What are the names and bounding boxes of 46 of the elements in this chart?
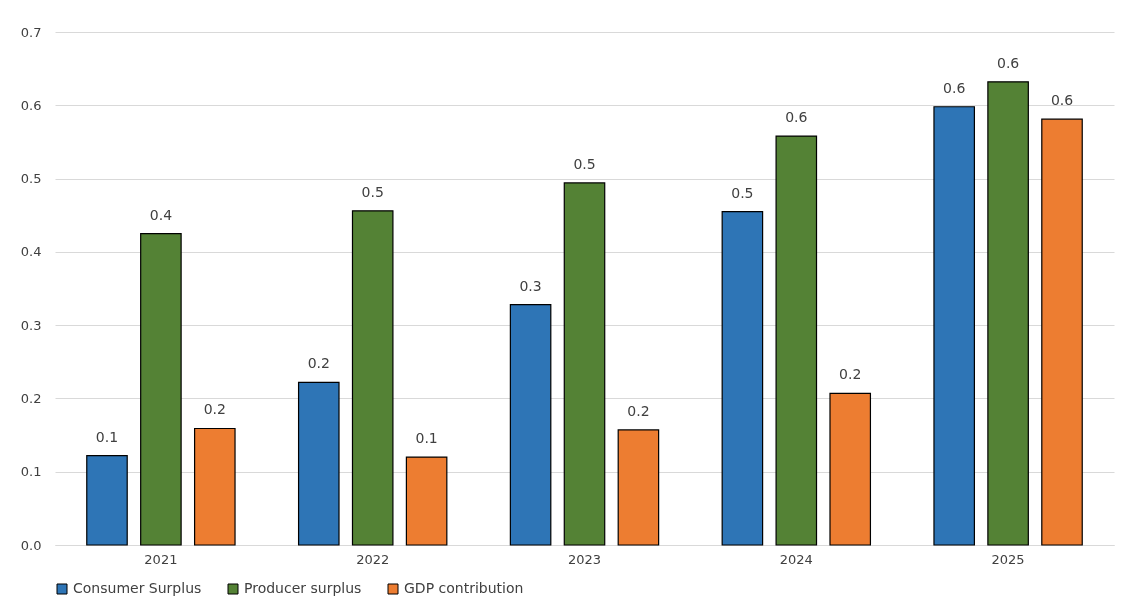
- data-label: 0.5: [573, 155, 596, 172]
- bar: [509, 304, 552, 546]
- y-tick-label: 0.0: [20, 537, 42, 553]
- y-tick-label: 0.2: [20, 390, 42, 406]
- y-tick-label: 0.3: [20, 317, 42, 333]
- data-label: 0.3: [519, 277, 542, 294]
- data-label: 0.6: [1050, 92, 1074, 109]
- y-tick-label: 0.5: [20, 171, 42, 187]
- bar: [987, 81, 1029, 546]
- data-label: 0.2: [627, 402, 650, 419]
- bar: [933, 106, 975, 546]
- x-tick-label: 2022: [356, 551, 390, 567]
- bar: [1041, 118, 1083, 546]
- bar: [140, 232, 182, 546]
- data-label: 0.2: [839, 366, 862, 383]
- y-tick-label: 0.7: [20, 24, 42, 40]
- data-label: 0.1: [415, 430, 438, 447]
- data-label: 0.6: [943, 79, 966, 96]
- bar: [775, 135, 818, 546]
- x-tick-label: 2021: [144, 551, 178, 567]
- bar: [86, 454, 128, 546]
- y-tick-label: 0.1: [20, 464, 42, 480]
- y-tick-label: 0.4: [20, 244, 42, 260]
- data-label: 0.6: [785, 109, 808, 126]
- data-label: 0.6: [996, 54, 1020, 71]
- y-tick-label: 0.6: [20, 97, 42, 113]
- bar: [721, 210, 764, 546]
- data-label: 0.1: [95, 428, 119, 445]
- legend-label: GDP contribution: [404, 580, 524, 596]
- legend-label: Producer surplus: [244, 580, 362, 596]
- bar: [617, 429, 660, 546]
- data-label: 0.2: [307, 355, 330, 372]
- bar: [194, 427, 236, 546]
- x-tick-label: 2023: [567, 551, 602, 567]
- bar: [351, 210, 394, 546]
- bar: [829, 392, 872, 546]
- data-label: 0.4: [149, 206, 173, 223]
- x-tick-label: 2024: [779, 551, 813, 567]
- x-tick-label: 2025: [991, 551, 1025, 567]
- data-label: 0.2: [203, 401, 226, 418]
- bar: [563, 182, 606, 546]
- bar: [297, 381, 340, 546]
- data-label: 0.5: [361, 183, 384, 200]
- data-label: 0.5: [731, 184, 754, 201]
- legend-label: Consumer Surplus: [73, 580, 202, 596]
- bar: [405, 456, 448, 546]
